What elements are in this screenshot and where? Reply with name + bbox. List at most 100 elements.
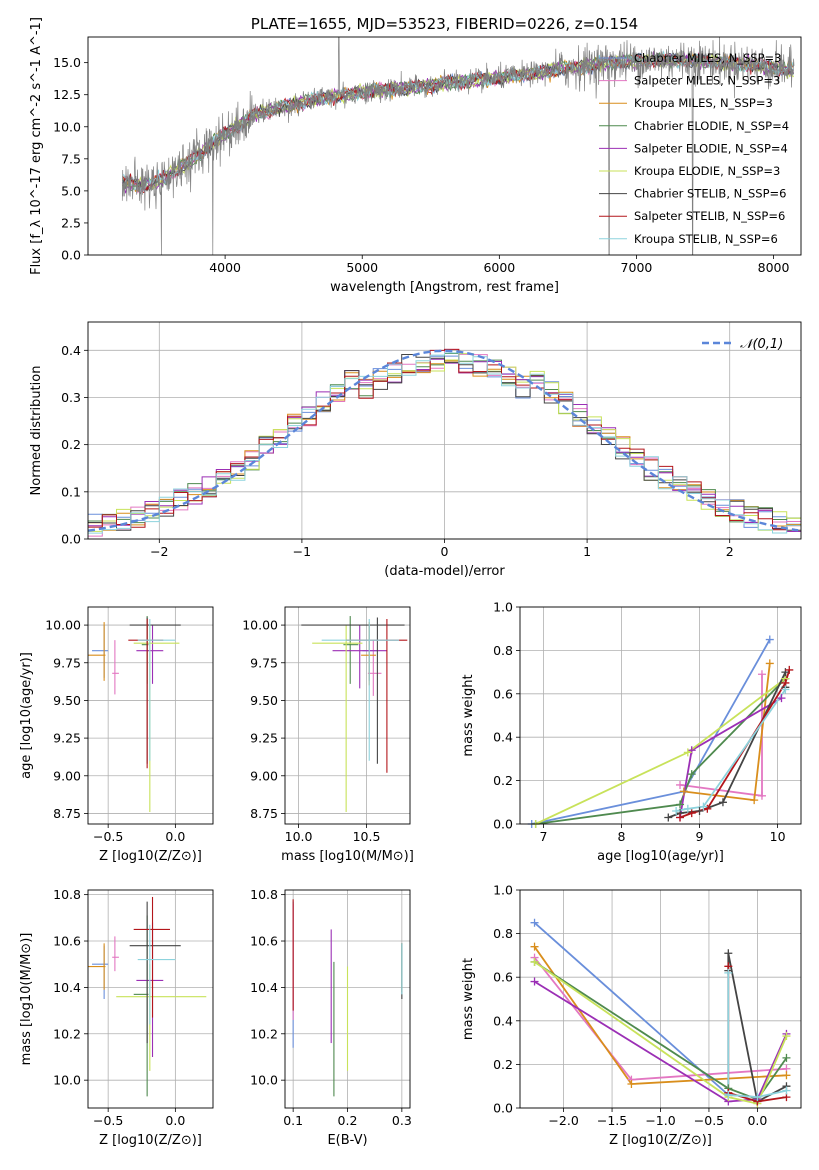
y-axis-label: age [log10(age/yr)] [19, 652, 34, 779]
series-marker [664, 813, 673, 822]
y-tick-label: 10.0 [250, 1073, 278, 1088]
x-tick-label: 10.5 [353, 829, 381, 844]
x-tick-label: 10 [770, 829, 786, 844]
panel-weight-vs-age: 7 8 9 10 0.0 0.2 0.4 0.6 0.8 1.0 age [log10(age/yr… [461, 600, 802, 864]
x-tick-label: 0.3 [392, 1113, 412, 1128]
series-marker [687, 809, 696, 818]
series-marker [753, 1093, 762, 1102]
x-axis-label: wavelength [Angstrom, rest frame] [330, 280, 559, 295]
series-marker [785, 665, 794, 674]
series-marker [782, 1032, 791, 1041]
series-marker [765, 659, 774, 668]
series-marker [724, 968, 733, 977]
x-tick-label: 0.0 [165, 1113, 185, 1128]
y-tick-label: 0.6 [493, 686, 513, 701]
x-tick-label: 8000 [758, 260, 790, 275]
plot-area [88, 348, 801, 537]
y-tick-label: 0.0 [61, 248, 81, 263]
y-tick-label: 2.5 [61, 215, 81, 230]
y-tick-label: 10.0 [53, 1073, 81, 1088]
y-tick-label: 10.4 [250, 980, 278, 995]
axes-frame [87, 606, 214, 825]
plot-area [88, 616, 181, 812]
panel-mass-vs-EBV: 0.1 0.2 0.3 10.0 10.2 10.4 10.6 10.8 E(B-V) [250, 887, 412, 1148]
legend-label: Chabrier MILES, N_SSP=3 [634, 51, 781, 65]
y-axis-label: Flux [f_λ 10^-17 erg cm^-2 s^-1 A^-1] [29, 17, 44, 275]
x-axis-label: mass [log10(M/M⊙)] [281, 849, 414, 864]
y-tick-label: 1.0 [493, 600, 513, 615]
y-axis-label: mass [log10(M/M⊙)] [19, 933, 34, 1066]
y-tick-label: 0.8 [493, 926, 513, 941]
y-axis-label: mass weight [461, 674, 476, 756]
series-marker [530, 942, 539, 951]
x-tick-label: −1.5 [597, 1113, 627, 1128]
histogram-6 [88, 354, 801, 531]
y-tick-label: 10.6 [250, 934, 278, 949]
panel-residuals: 𝒩(0,1) −2 −1 0 1 2 0.0 0.1 0.2 0.3 0.4 (data-model)… [29, 321, 802, 579]
series-marker [699, 802, 708, 811]
x-tick-label: 7000 [621, 260, 653, 275]
series-marker [687, 770, 696, 779]
y-tick-label: 10.0 [53, 119, 81, 134]
series-marker [683, 748, 692, 757]
series-marker [781, 685, 790, 694]
plot-area [88, 896, 207, 1097]
y-tick-label: 1.0 [493, 883, 513, 898]
y-tick-label: 0.0 [493, 817, 513, 832]
x-tick-label: 4000 [209, 260, 241, 275]
y-tick-label: 0.8 [493, 643, 513, 658]
series-marker [750, 796, 759, 805]
axes-frame [87, 36, 802, 256]
x-tick-label: −0.5 [694, 1113, 724, 1128]
plot-area [533, 922, 788, 1105]
x-axis-label: age [log10(age/yr)] [597, 849, 724, 864]
x-tick-label: −2 [150, 544, 168, 559]
series-line-0 [533, 922, 758, 1098]
y-tick-label: 15.0 [53, 55, 81, 70]
y-axis-label: Normed distribution [29, 366, 44, 496]
panel-weight-vs-Z: −2.0 −1.5 −1.0 −0.5 0.0 0.0 0.2 0.4 0.6 0.8 1.0 Z [… [461, 883, 802, 1148]
y-tick-label: 10.8 [53, 887, 81, 902]
y-tick-label: 10.00 [242, 618, 278, 633]
plot-area [531, 639, 791, 824]
series-line-8 [675, 688, 787, 812]
legend-label: Salpeter ELODIE, N_SSP=4 [634, 141, 788, 155]
y-tick-label: 9.25 [250, 731, 278, 746]
x-tick-label: 0 [441, 544, 449, 559]
series-marker [777, 694, 786, 703]
y-tick-label: 8.75 [53, 806, 81, 821]
series-marker [757, 670, 766, 679]
series-line-3 [534, 961, 788, 1101]
y-tick-label: 9.25 [53, 731, 81, 746]
chart-title: PLATE=1655, MJD=53523, FIBERID=0226, z=0… [251, 15, 638, 33]
y-tick-label: 0.2 [493, 1057, 513, 1072]
y-tick-label: 0.1 [61, 484, 81, 499]
series-marker [782, 1086, 791, 1095]
legend-label: Kroupa ELODIE, N_SSP=3 [634, 164, 780, 178]
x-tick-label: 9 [696, 829, 704, 844]
x-tick-label: −0.5 [93, 829, 123, 844]
x-tick-label: 0.0 [165, 829, 185, 844]
legend-label: Chabrier ELODIE, N_SSP=4 [634, 119, 789, 133]
legend-label: Salpeter STELIB, N_SSP=6 [634, 209, 785, 223]
y-tick-label: 9.50 [250, 693, 278, 708]
y-tick-label: 0.2 [61, 437, 81, 452]
y-tick-label: 7.5 [61, 151, 81, 166]
y-tick-label: 10.4 [53, 980, 81, 995]
y-tick-label: 0.6 [493, 970, 513, 985]
legend-label: 𝒩(0,1) [740, 337, 783, 352]
y-tick-label: 9.00 [250, 768, 278, 783]
x-tick-label: 6000 [483, 260, 515, 275]
legend-label: Chabrier STELIB, N_SSP=6 [634, 187, 786, 201]
series-marker [676, 800, 685, 809]
series-line-5 [533, 961, 788, 1105]
x-tick-label: 10.0 [285, 829, 313, 844]
panel-mass-vs-Z: −0.5 0.0 10.0 10.2 10.4 10.6 10.8 Z [log10(Z/Z⊙… [19, 887, 214, 1148]
legend-label: Salpeter MILES, N_SSP=3 [634, 74, 780, 88]
series-marker [695, 806, 704, 815]
x-tick-label: 2 [726, 544, 734, 559]
x-tick-label: 8 [617, 829, 625, 844]
y-tick-label: 10.8 [250, 887, 278, 902]
y-tick-label: 10.00 [45, 618, 81, 633]
